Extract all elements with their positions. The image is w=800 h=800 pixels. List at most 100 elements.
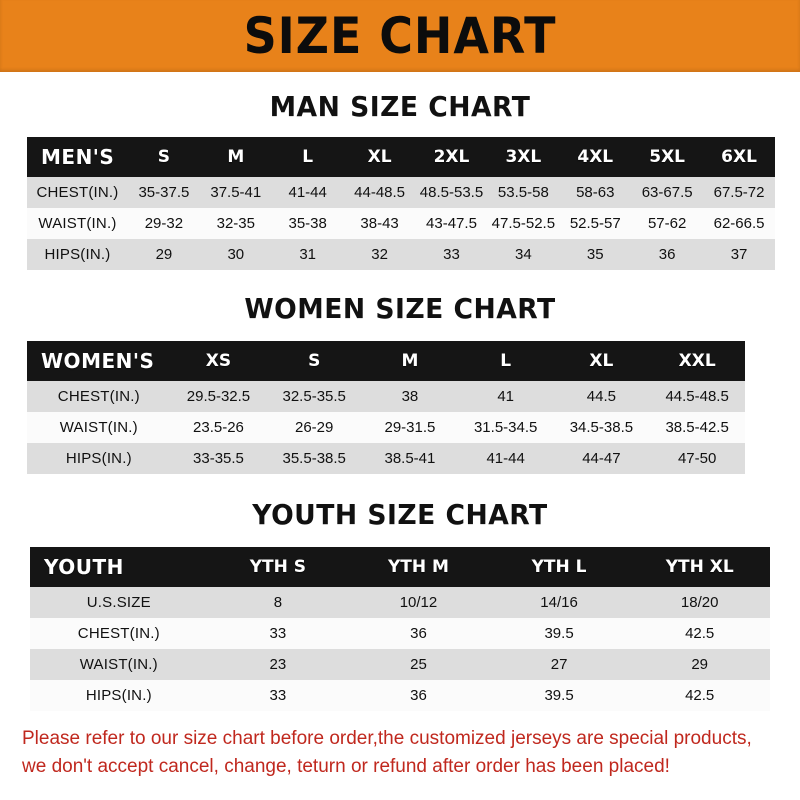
youth-cell: 33 <box>207 618 349 649</box>
man-table-header-row: MEN'S S M L XL 2XL 3XL 4XL 5XL 6XL <box>27 137 775 177</box>
man-cell: 29 <box>127 239 200 270</box>
women-cell: 35.5-38.5 <box>266 443 363 474</box>
women-size-header-1: S <box>266 341 363 381</box>
women-size-table-wrap: WOMEN'S XS S M L XL XXL CHEST(IN.) 29.5-32.5 32… <box>0 325 800 474</box>
man-size-header-6: 4XL <box>559 137 632 177</box>
women-size-header-4: XL <box>553 341 650 381</box>
women-size-header-2: M <box>362 341 458 381</box>
youth-row-label-2: WAIST(IN.) <box>30 649 208 680</box>
man-size-header-5: 3XL <box>487 137 560 177</box>
man-size-header-4: 2XL <box>415 137 488 177</box>
youth-cell: 42.5 <box>629 680 770 711</box>
man-table-body: CHEST(IN.) 35-37.5 37.5-41 41-44 44-48.5 48.5… <box>27 177 775 270</box>
man-section-title: MAN SIZE CHART <box>269 90 531 123</box>
women-cell: 33-35.5 <box>170 443 267 474</box>
youth-size-header-1: YTH M <box>348 547 489 587</box>
man-cell: 38-43 <box>343 208 416 239</box>
order-policy-note-line-1: Please refer to our size chart before or… <box>22 728 752 749</box>
youth-cell: 29 <box>629 649 770 680</box>
order-policy-note: Please refer to our size chart before or… <box>22 725 778 780</box>
man-size-table-wrap: MEN'S S M L XL 2XL 3XL 4XL 5XL 6XL CHEST(IN.) 35-… <box>0 123 800 270</box>
man-size-header-2: L <box>271 137 344 177</box>
youth-cell: 36 <box>348 680 489 711</box>
youth-row-label-3: HIPS(IN.) <box>30 680 208 711</box>
man-cell: 47.5-52.5 <box>487 208 560 239</box>
youth-cell: 39.5 <box>488 680 630 711</box>
man-cell: 48.5-53.5 <box>415 177 488 208</box>
women-table-row: CHEST(IN.) 29.5-32.5 32.5-35.5 38 41 44.5 44.5… <box>27 381 745 412</box>
youth-cell: 33 <box>207 680 349 711</box>
youth-row-label-1: CHEST(IN.) <box>30 618 208 649</box>
women-table-body: CHEST(IN.) 29.5-32.5 32.5-35.5 38 41 44.5 44.5… <box>27 381 745 474</box>
man-cell: 33 <box>415 239 488 270</box>
women-cell: 31.5-34.5 <box>457 412 554 443</box>
man-cell: 41-44 <box>271 177 344 208</box>
youth-cell: 36 <box>348 618 489 649</box>
youth-cell: 27 <box>488 649 630 680</box>
youth-size-header-2: YTH L <box>488 547 630 587</box>
youth-table-header-row: YOUTH YTH S YTH M YTH L YTH XL <box>30 547 770 587</box>
man-cell: 37 <box>703 239 775 270</box>
women-cell: 44.5 <box>553 381 650 412</box>
man-row-label-1: WAIST(IN.) <box>27 208 128 239</box>
women-cell: 34.5-38.5 <box>553 412 650 443</box>
youth-cell: 8 <box>207 587 349 618</box>
youth-cell: 10/12 <box>348 587 489 618</box>
youth-size-table-wrap: YOUTH YTH S YTH M YTH L YTH XL U.S.SIZE 8 10/… <box>0 531 800 711</box>
women-cell: 38.5-42.5 <box>649 412 745 443</box>
women-row-label-2: HIPS(IN.) <box>27 443 171 474</box>
women-table-row: WAIST(IN.) 23.5-26 26-29 29-31.5 31.5-34.5 34… <box>27 412 745 443</box>
man-row-label-0: CHEST(IN.) <box>27 177 128 208</box>
youth-row-label-0: U.S.SIZE <box>30 587 208 618</box>
youth-cell: 39.5 <box>488 618 630 649</box>
women-table-row: HIPS(IN.) 33-35.5 35.5-38.5 38.5-41 41-44 44-… <box>27 443 745 474</box>
women-row-label-1: WAIST(IN.) <box>27 412 171 443</box>
youth-table-row: U.S.SIZE 8 10/12 14/16 18/20 <box>30 587 770 618</box>
women-cell: 26-29 <box>266 412 363 443</box>
youth-size-table: YOUTH YTH S YTH M YTH L YTH XL U.S.SIZE 8 10/… <box>30 547 770 711</box>
women-cell: 44-47 <box>553 443 650 474</box>
man-cell: 67.5-72 <box>703 177 775 208</box>
women-cell: 23.5-26 <box>170 412 267 443</box>
order-policy-note-line-2: we don't accept cancel, change, teturn o… <box>22 755 670 777</box>
youth-section-title: YOUTH SIZE CHART <box>252 498 548 531</box>
women-cell: 38 <box>362 381 458 412</box>
youth-cell: 14/16 <box>488 587 630 618</box>
man-cell: 30 <box>199 239 272 270</box>
man-size-header-1: M <box>199 137 272 177</box>
youth-table-body: U.S.SIZE 8 10/12 14/16 18/20 CHEST(IN.) 33 36 39… <box>30 587 770 711</box>
man-cell: 37.5-41 <box>199 177 272 208</box>
man-cell: 36 <box>631 239 704 270</box>
man-row-label-2: HIPS(IN.) <box>27 239 128 270</box>
man-cell: 57-62 <box>631 208 704 239</box>
man-table-row: CHEST(IN.) 35-37.5 37.5-41 41-44 44-48.5 48.5… <box>27 177 775 208</box>
women-cell: 29.5-32.5 <box>170 381 267 412</box>
women-table-header-row: WOMEN'S XS S M L XL XXL <box>27 341 745 381</box>
man-size-header-3: XL <box>343 137 416 177</box>
man-cell: 43-47.5 <box>415 208 488 239</box>
man-cell: 53.5-58 <box>487 177 560 208</box>
man-cell: 44-48.5 <box>343 177 416 208</box>
size-chart-banner: SIZE CHART <box>0 0 800 72</box>
youth-cell: 42.5 <box>629 618 770 649</box>
man-cell: 34 <box>487 239 560 270</box>
youth-size-header-0: YTH S <box>207 547 349 587</box>
youth-cell: 18/20 <box>629 587 770 618</box>
youth-table-row: WAIST(IN.) 23 25 27 29 <box>30 649 770 680</box>
women-size-header-0: XS <box>170 341 267 381</box>
women-size-header-5: XXL <box>649 341 745 381</box>
man-table-row: WAIST(IN.) 29-32 32-35 35-38 38-43 43-47.5 47.… <box>27 208 775 239</box>
man-size-header-0: S <box>127 137 200 177</box>
man-cell: 29-32 <box>127 208 200 239</box>
women-cell: 38.5-41 <box>362 443 458 474</box>
man-cell: 32 <box>343 239 416 270</box>
youth-corner-label: YOUTH <box>30 547 208 587</box>
youth-size-header-3: YTH XL <box>629 547 770 587</box>
man-size-header-7: 5XL <box>631 137 704 177</box>
man-cell: 35 <box>559 239 632 270</box>
youth-table-row: HIPS(IN.) 33 36 39.5 42.5 <box>30 680 770 711</box>
women-cell: 47-50 <box>649 443 745 474</box>
women-cell: 32.5-35.5 <box>266 381 363 412</box>
youth-table-row: CHEST(IN.) 33 36 39.5 42.5 <box>30 618 770 649</box>
youth-cell: 25 <box>348 649 489 680</box>
